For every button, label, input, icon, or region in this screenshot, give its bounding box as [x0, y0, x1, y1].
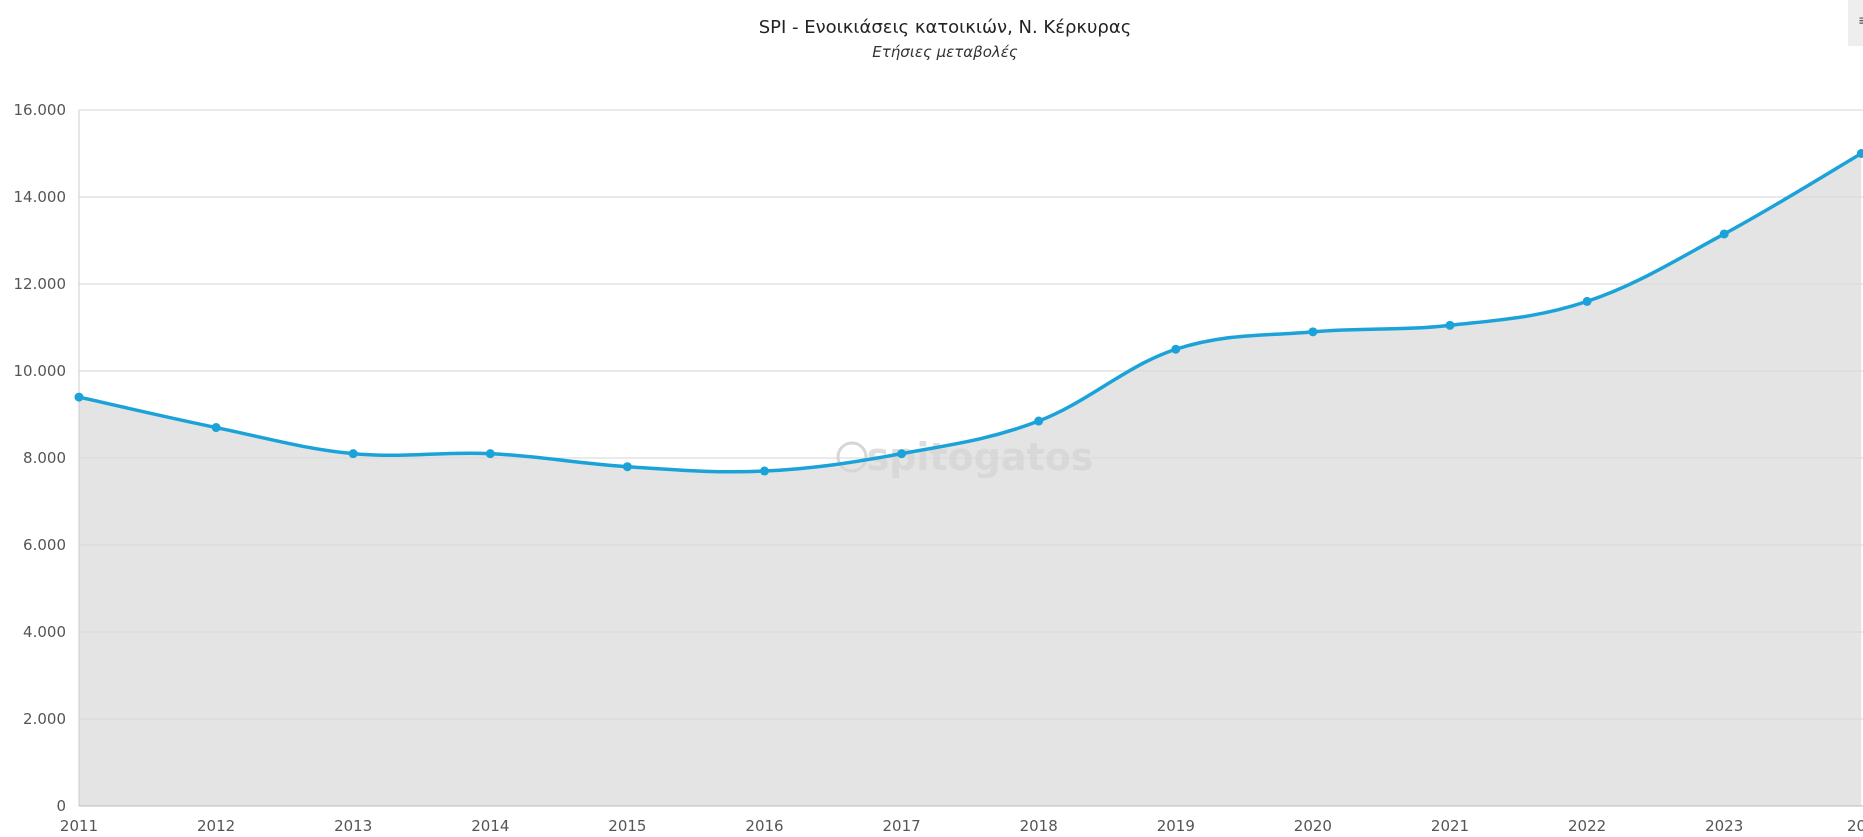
menu-icon: ≡ — [1858, 13, 1863, 29]
data-point — [485, 449, 495, 459]
x-tick-label: 2018 — [1020, 817, 1058, 835]
y-tick-label: 12.000 — [14, 275, 67, 293]
data-point — [211, 423, 221, 433]
y-tick-label: 10.000 — [14, 362, 67, 380]
x-tick-label: 2019 — [1157, 817, 1195, 835]
data-point — [74, 392, 84, 402]
y-tick-label: 6.000 — [23, 536, 66, 554]
y-tick-label: 0 — [56, 797, 66, 815]
chart-title: SPI - Ενοικιάσεις κατοικιών, Ν. Κέρκυρας — [758, 17, 1132, 38]
x-tick-label: 2017 — [883, 817, 921, 835]
chart-subtitle: Ετήσιες μεταβολές — [872, 43, 1018, 61]
data-point — [622, 462, 632, 472]
y-tick-label: 8.000 — [23, 449, 66, 467]
x-tick-label: 2011 — [60, 817, 98, 835]
x-tick-label: 202 — [1847, 817, 1863, 835]
data-point — [1856, 149, 1863, 158]
data-point — [1582, 296, 1592, 306]
x-tick-label: 2016 — [745, 817, 783, 835]
y-tick-label: 2.000 — [23, 710, 66, 728]
chart-menu-button[interactable]: ≡ — [1848, 0, 1863, 46]
data-point — [1719, 229, 1729, 239]
x-tick-label: 2022 — [1568, 817, 1606, 835]
x-tick-label: 2023 — [1705, 817, 1743, 835]
data-point — [1445, 320, 1455, 330]
data-point — [1308, 327, 1318, 337]
x-tick-label: 2021 — [1431, 817, 1469, 835]
watermark-logo-icon — [836, 441, 868, 473]
data-point — [897, 449, 907, 459]
x-tick-label: 2020 — [1294, 817, 1332, 835]
data-point — [348, 449, 358, 459]
x-tick-label: 2012 — [197, 817, 235, 835]
y-tick-label: 16.000 — [14, 101, 67, 119]
area-fill — [79, 153, 1862, 806]
y-tick-label: 4.000 — [23, 623, 66, 641]
x-tick-label: 2015 — [608, 817, 646, 835]
data-point — [1171, 344, 1181, 354]
x-tick-label: 2014 — [471, 817, 509, 835]
data-point — [1034, 416, 1044, 426]
data-point — [760, 466, 769, 476]
x-tick-label: 2013 — [334, 817, 372, 835]
y-tick-label: 14.000 — [14, 188, 67, 206]
